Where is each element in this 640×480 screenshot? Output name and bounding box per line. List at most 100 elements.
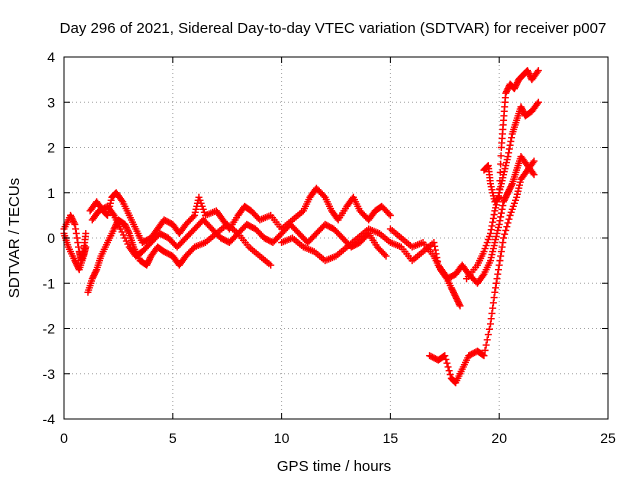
data-point — [495, 193, 503, 201]
data-point — [489, 218, 497, 226]
x-tick-label: 15 — [383, 430, 399, 446]
data-point — [109, 210, 117, 218]
data-point — [497, 248, 505, 256]
data-point — [487, 226, 495, 234]
data-point — [443, 359, 451, 367]
data-point — [502, 226, 510, 234]
data-point — [496, 168, 504, 176]
data-point — [508, 181, 516, 189]
data-point — [500, 234, 508, 242]
data-point — [492, 284, 500, 292]
satellite-track-8 — [426, 157, 538, 387]
y-tick-label: 4 — [47, 49, 55, 65]
data-point — [386, 211, 394, 219]
data-point — [498, 243, 506, 251]
data-point — [74, 239, 82, 247]
data-point — [490, 294, 498, 302]
grid — [64, 57, 608, 419]
x-tick-label: 20 — [491, 430, 507, 446]
data-point — [496, 257, 504, 265]
data-point — [455, 300, 463, 308]
data-point — [485, 325, 493, 333]
data-point — [73, 234, 81, 242]
data-point — [497, 160, 505, 168]
data-point — [489, 304, 497, 312]
data-point — [72, 225, 80, 233]
data-point — [504, 219, 512, 227]
data-point — [533, 100, 541, 108]
data-point — [71, 220, 79, 228]
data-point — [498, 205, 506, 213]
data-point — [431, 246, 439, 254]
data-point — [491, 288, 499, 296]
y-tick-label: -2 — [43, 321, 56, 337]
data-point — [507, 137, 515, 145]
data-point — [505, 215, 513, 223]
data-point — [82, 243, 90, 251]
data-point — [481, 346, 489, 354]
data-point — [488, 222, 496, 230]
data-point — [533, 68, 541, 76]
data-point — [494, 270, 502, 278]
data-point — [456, 302, 464, 310]
satellite-track-5 — [88, 202, 390, 260]
data-point — [490, 211, 498, 219]
data-point — [530, 157, 538, 165]
x-tick-label: 0 — [60, 430, 68, 446]
y-axis-title: SDTVAR / TECUs — [6, 178, 23, 298]
data-point — [495, 220, 503, 228]
data-point — [493, 275, 501, 283]
data-point — [497, 213, 505, 221]
axis-ticks: 0 5 10 15 20 25 -4 -3 -2 -1 0 1 2 3 4 — [43, 49, 616, 446]
data-point — [504, 153, 512, 161]
data-point — [92, 267, 100, 275]
data-point — [494, 266, 502, 274]
satellite-track-4 — [86, 184, 394, 247]
data-point — [446, 371, 454, 379]
data-point — [529, 159, 537, 167]
x-tick-label: 5 — [169, 430, 177, 446]
data-point — [505, 145, 513, 153]
data-point — [492, 279, 500, 287]
data-point — [382, 252, 390, 260]
data-point — [70, 219, 78, 227]
data-point — [496, 185, 504, 193]
data-point — [489, 299, 497, 307]
data-point — [381, 251, 389, 259]
data-point — [444, 363, 452, 371]
data-point — [320, 192, 328, 200]
data-point — [497, 252, 505, 260]
data-point — [505, 149, 513, 157]
data-point — [82, 229, 90, 237]
satellite-track-10 — [480, 67, 542, 206]
x-tick-label: 10 — [274, 430, 290, 446]
data-point — [118, 196, 126, 204]
data-point — [494, 194, 502, 202]
data-point — [497, 209, 505, 217]
data-point — [495, 261, 503, 269]
data-point — [489, 214, 497, 222]
data-point — [431, 242, 439, 250]
data-point — [534, 98, 542, 106]
data-point — [488, 309, 496, 317]
y-tick-label: -4 — [43, 411, 56, 427]
data-point — [442, 355, 450, 363]
data-point — [484, 331, 492, 339]
y-tick-label: -1 — [43, 275, 56, 291]
data-point — [487, 315, 495, 323]
data-point — [445, 367, 453, 375]
chart-title: Day 296 of 2021, Sidereal Day-to-day VTE… — [60, 20, 607, 37]
data-point — [482, 341, 490, 349]
data-point — [508, 134, 516, 142]
data-point — [499, 239, 507, 247]
y-tick-label: 1 — [47, 185, 55, 201]
x-axis-title: GPS time / hours — [277, 458, 391, 475]
data-point — [479, 272, 487, 280]
data-point — [483, 336, 491, 344]
data-point — [430, 239, 438, 247]
data-point — [494, 195, 502, 203]
data-point — [503, 223, 511, 231]
data-point — [506, 141, 514, 149]
satellite-track-7 — [386, 153, 538, 287]
